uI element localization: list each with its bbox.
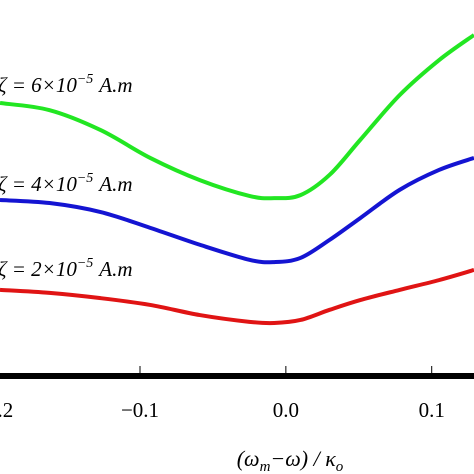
annotation-unit: A.m <box>97 73 132 97</box>
annotation: ζ = 2×10−5 A.m <box>0 256 133 281</box>
annotation-text: ζ = 6×10 <box>0 73 77 97</box>
annotation-exponent: −5 <box>77 256 93 271</box>
line <box>0 33 474 201</box>
x-tick-label: 0.1 <box>419 398 445 422</box>
annotation: ζ = 6×10−5 A.m <box>0 72 133 97</box>
x-label-part: (ω <box>237 446 260 471</box>
line <box>0 156 474 265</box>
annotation-exponent: −5 <box>77 171 93 186</box>
annotation-text: ζ = 4×10 <box>0 172 77 196</box>
annotation-unit: A.m <box>97 172 132 196</box>
x-label-sub: o <box>336 459 344 474</box>
x-tick-label: −0.2 <box>0 398 13 422</box>
x-axis-label: (ωm−ω) / κo <box>237 446 344 474</box>
x-label-part: −ω) / κ <box>270 446 336 471</box>
annotation: ζ = 4×10−5 A.m <box>0 171 133 196</box>
line <box>0 268 474 326</box>
x-tick-label: 0.0 <box>273 398 299 422</box>
x-label-sub: m <box>260 459 271 474</box>
annotation-unit: A.m <box>97 257 132 281</box>
x-tick-label: −0.1 <box>121 398 159 422</box>
annotation-text: ζ = 2×10 <box>0 257 77 281</box>
annotation-exponent: −5 <box>77 72 93 87</box>
